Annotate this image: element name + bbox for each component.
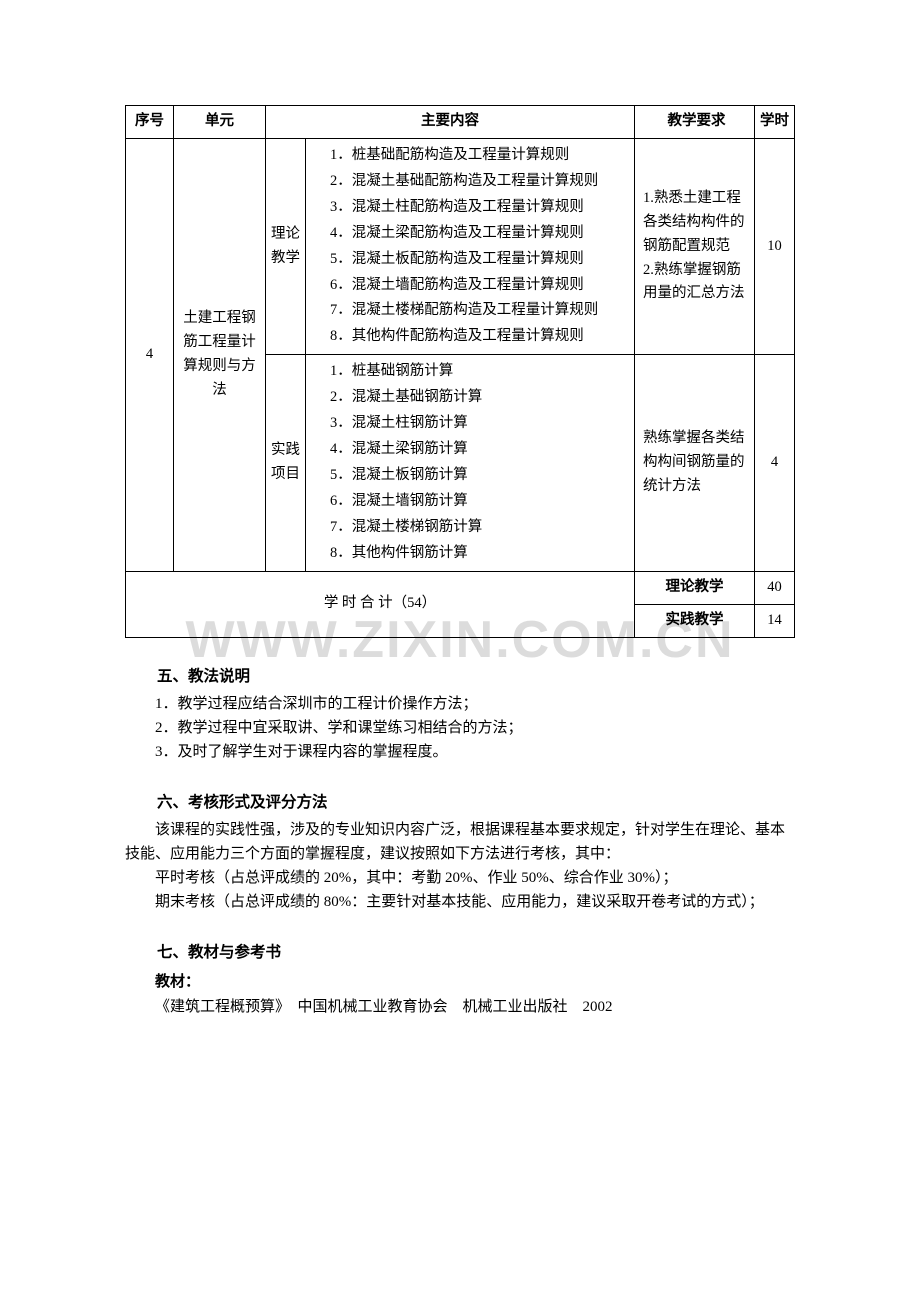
section-7-p1: 《建筑工程概预算》 中国机械工业教育协会 机械工业出版社 2002 <box>125 995 795 1019</box>
section-5-p1: 1．教学过程应结合深圳市的工程计价操作方法； <box>125 692 795 716</box>
section-6-p3: 期末考核（占总评成绩的 80%：主要针对基本技能、应用能力，建议采取开卷考试的方… <box>125 890 795 914</box>
cell-practice-type: 实践项目 <box>266 355 306 571</box>
cell-unit: 土建工程钢筋工程量计算规则与方法 <box>174 138 266 571</box>
cell-theory-items: 1．桩基础配筋构造及工程量计算规则2．混凝土基础配筋构造及工程量计算规则3．混凝… <box>306 138 635 354</box>
th-hours: 学时 <box>755 106 795 139</box>
cell-practice-hours: 4 <box>755 355 795 571</box>
cell-theory-hours: 10 <box>755 138 795 354</box>
list-item: 2．混凝土基础钢筋计算 <box>330 385 630 411</box>
section-7-sub: 教材： <box>125 970 795 991</box>
list-item: 1．桩基础配筋构造及工程量计算规则 <box>330 143 630 169</box>
list-item: 1．桩基础钢筋计算 <box>330 359 630 385</box>
list-item: 8．其他构件配筋构造及工程量计算规则 <box>330 324 630 350</box>
list-item: 4．混凝土梁钢筋计算 <box>330 437 630 463</box>
cell-sum-practice-hours: 14 <box>755 604 795 637</box>
section-6-heading: 六、考核形式及评分方法 <box>125 790 795 812</box>
section-6: 六、考核形式及评分方法 该课程的实践性强，涉及的专业知识内容广泛，根据课程基本要… <box>125 790 795 914</box>
th-req: 教学要求 <box>635 106 755 139</box>
cell-theory-req: 1.熟悉土建工程各类结构构件的钢筋配置规范2.熟练掌握钢筋用量的汇总方法 <box>635 138 755 354</box>
th-unit: 单元 <box>174 106 266 139</box>
cell-theory-type: 理论教学 <box>266 138 306 354</box>
section-6-p2: 平时考核（占总评成绩的 20%，其中：考勤 20%、作业 50%、综合作业 30… <box>125 866 795 890</box>
list-item: 8．其他构件钢筋计算 <box>330 541 630 567</box>
list-item: 7．混凝土楼梯钢筋计算 <box>330 515 630 541</box>
section-7-heading: 七、教材与参考书 <box>125 940 795 962</box>
cell-practice-items: 1．桩基础钢筋计算2．混凝土基础钢筋计算3．混凝土柱钢筋计算4．混凝土梁钢筋计算… <box>306 355 635 571</box>
page-content: 序号 单元 主要内容 教学要求 学时 4 土建工程钢筋工程量计算规则与方法 理论… <box>125 105 795 1019</box>
cell-practice-req: 熟练掌握各类结构构间钢筋量的统计方法 <box>635 355 755 571</box>
section-6-p1: 该课程的实践性强，涉及的专业知识内容广泛，根据课程基本要求规定，针对学生在理论、… <box>125 818 795 866</box>
cell-sum-practice-label: 实践教学 <box>635 604 755 637</box>
section-5-p3: 3．及时了解学生对于课程内容的掌握程度。 <box>125 740 795 764</box>
section-5-p2: 2．教学过程中宜采取讲、学和课堂练习相结合的方法； <box>125 716 795 740</box>
list-item: 7．混凝土楼梯配筋构造及工程量计算规则 <box>330 298 630 324</box>
cell-sum-theory-label: 理论教学 <box>635 571 755 604</box>
list-item: 6．混凝土墙配筋构造及工程量计算规则 <box>330 273 630 299</box>
section-5-heading: 五、教法说明 <box>125 664 795 686</box>
list-item: 3．混凝土柱配筋构造及工程量计算规则 <box>330 195 630 221</box>
syllabus-table: 序号 单元 主要内容 教学要求 学时 4 土建工程钢筋工程量计算规则与方法 理论… <box>125 105 795 638</box>
list-item: 4．混凝土梁配筋构造及工程量计算规则 <box>330 221 630 247</box>
table-summary-row: 学 时 合 计（54） 理论教学 40 <box>126 571 795 604</box>
table-row: 4 土建工程钢筋工程量计算规则与方法 理论教学 1．桩基础配筋构造及工程量计算规… <box>126 138 795 354</box>
table-header-row: 序号 单元 主要内容 教学要求 学时 <box>126 106 795 139</box>
list-item: 5．混凝土板钢筋计算 <box>330 463 630 489</box>
th-seq: 序号 <box>126 106 174 139</box>
section-7: 七、教材与参考书 教材： 《建筑工程概预算》 中国机械工业教育协会 机械工业出版… <box>125 940 795 1019</box>
cell-sum-label: 学 时 合 计（54） <box>126 571 635 637</box>
list-item: 6．混凝土墙钢筋计算 <box>330 489 630 515</box>
list-item: 2．混凝土基础配筋构造及工程量计算规则 <box>330 169 630 195</box>
section-5: 五、教法说明 1．教学过程应结合深圳市的工程计价操作方法； 2．教学过程中宜采取… <box>125 664 795 764</box>
th-main: 主要内容 <box>266 106 635 139</box>
list-item: 5．混凝土板配筋构造及工程量计算规则 <box>330 247 630 273</box>
cell-sum-theory-hours: 40 <box>755 571 795 604</box>
cell-seq: 4 <box>126 138 174 571</box>
list-item: 3．混凝土柱钢筋计算 <box>330 411 630 437</box>
